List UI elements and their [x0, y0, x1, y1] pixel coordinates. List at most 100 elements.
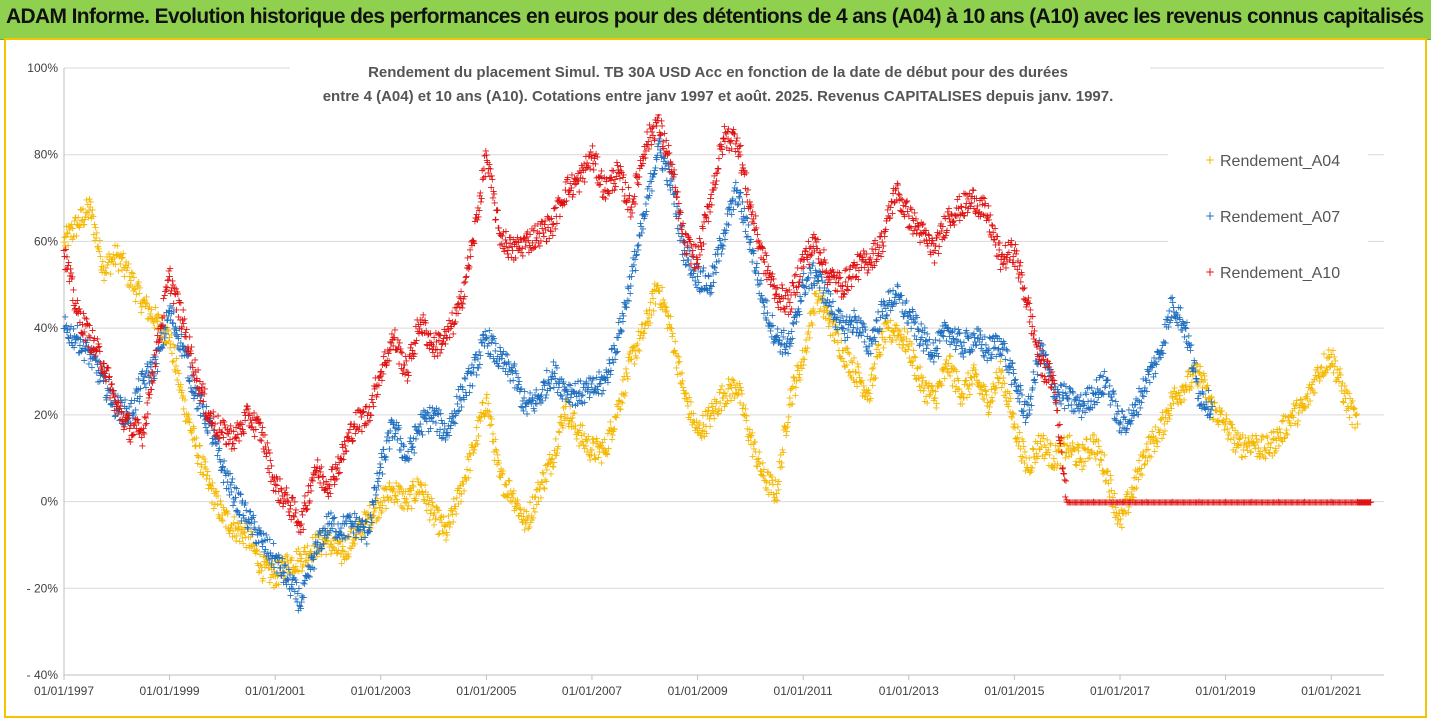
data-marker: + — [325, 528, 333, 539]
data-marker: + — [276, 563, 284, 574]
data-marker: + — [613, 346, 621, 357]
data-marker: + — [306, 547, 314, 558]
data-marker: + — [245, 541, 253, 552]
data-marker: + — [867, 393, 875, 404]
data-marker: + — [65, 225, 73, 236]
data-marker: + — [236, 519, 244, 530]
data-marker: + — [375, 512, 383, 523]
data-marker: + — [153, 317, 161, 328]
data-marker: + — [345, 532, 353, 543]
data-marker: + — [311, 529, 319, 540]
data-marker: + — [313, 552, 321, 563]
data-marker: + — [370, 507, 378, 518]
data-marker: + — [176, 382, 184, 393]
data-marker: + — [131, 285, 139, 296]
data-marker: + — [784, 412, 792, 423]
data-marker: + — [162, 338, 170, 349]
data-marker: + — [262, 558, 270, 569]
data-marker: + — [299, 560, 307, 571]
data-marker: + — [312, 548, 320, 559]
data-marker: + — [163, 323, 171, 334]
data-marker: + — [452, 509, 460, 520]
data-marker: + — [145, 313, 153, 324]
data-marker: + — [106, 252, 114, 263]
data-marker: + — [687, 397, 695, 408]
data-marker: + — [184, 417, 192, 428]
data-marker: + — [160, 311, 168, 322]
data-marker: + — [107, 269, 115, 280]
data-marker: + — [386, 493, 394, 504]
y-tick-label: 80% — [34, 148, 58, 162]
data-marker: + — [62, 232, 70, 243]
data-marker: + — [183, 409, 191, 420]
data-marker: + — [172, 361, 180, 372]
x-tick-label: 01/01/2015 — [984, 684, 1044, 698]
data-marker: + — [142, 298, 150, 309]
data-marker: + — [322, 549, 330, 560]
data-marker: + — [278, 557, 286, 568]
data-marker: + — [66, 221, 74, 232]
data-marker: + — [89, 211, 97, 222]
data-marker: + — [363, 539, 371, 550]
data-marker: + — [252, 549, 260, 560]
data-marker: + — [256, 549, 264, 560]
data-marker: + — [358, 527, 366, 538]
data-marker: + — [309, 532, 317, 543]
data-marker: + — [779, 448, 787, 459]
data-marker: + — [621, 388, 629, 399]
data-marker: + — [160, 337, 168, 348]
data-marker: + — [189, 435, 197, 446]
data-marker: + — [738, 389, 746, 400]
data-marker: + — [213, 499, 221, 510]
series-Rendement_A04: ++++++++++++++++++++++++++++++++++++++++… — [59, 194, 1362, 594]
data-marker: + — [385, 482, 393, 493]
data-marker: + — [161, 337, 169, 348]
data-marker: + — [343, 551, 351, 562]
data-point: + — [363, 513, 372, 526]
data-point: + — [191, 439, 200, 452]
data-marker: + — [320, 539, 328, 550]
data-marker: + — [317, 544, 325, 555]
data-marker: + — [867, 349, 875, 360]
data-marker: + — [287, 556, 295, 567]
data-marker: + — [104, 260, 112, 271]
data-marker: + — [755, 447, 763, 458]
data-marker: + — [379, 492, 387, 503]
data-marker: + — [151, 313, 159, 324]
data-marker: + — [123, 263, 131, 274]
data-marker: + — [175, 385, 183, 396]
data-marker: + — [113, 241, 121, 252]
data-marker: + — [642, 206, 650, 217]
data-marker: + — [170, 342, 178, 353]
data-marker: + — [87, 213, 95, 224]
data-marker: + — [175, 369, 183, 380]
data-marker: + — [372, 503, 380, 514]
data-marker: + — [234, 522, 242, 533]
data-marker: + — [132, 297, 140, 308]
data-marker: + — [1283, 430, 1291, 441]
data-marker: + — [105, 249, 113, 260]
data-marker: + — [301, 546, 309, 557]
data-point: + — [244, 530, 253, 543]
data-marker: + — [232, 536, 240, 547]
data-marker: + — [323, 527, 331, 538]
data-marker: + — [554, 441, 562, 452]
data-marker: + — [384, 492, 392, 503]
data-marker: + — [367, 523, 375, 534]
data-marker: + — [201, 462, 209, 473]
data-marker: + — [138, 441, 146, 452]
data-marker: + — [395, 481, 403, 492]
data-marker: + — [123, 265, 131, 276]
data-marker: + — [159, 337, 167, 348]
data-marker: + — [285, 564, 293, 575]
data-marker: + — [466, 251, 474, 262]
data-marker: + — [357, 533, 365, 544]
data-marker: + — [210, 489, 218, 500]
report-banner: ADAM Informe. Evolution historique des p… — [0, 0, 1431, 40]
data-marker: + — [69, 224, 77, 235]
data-marker: + — [171, 367, 179, 378]
y-tick-label: 20% — [34, 408, 58, 422]
data-marker: + — [385, 356, 393, 367]
data-marker: + — [127, 268, 135, 279]
data-marker: + — [286, 555, 294, 566]
